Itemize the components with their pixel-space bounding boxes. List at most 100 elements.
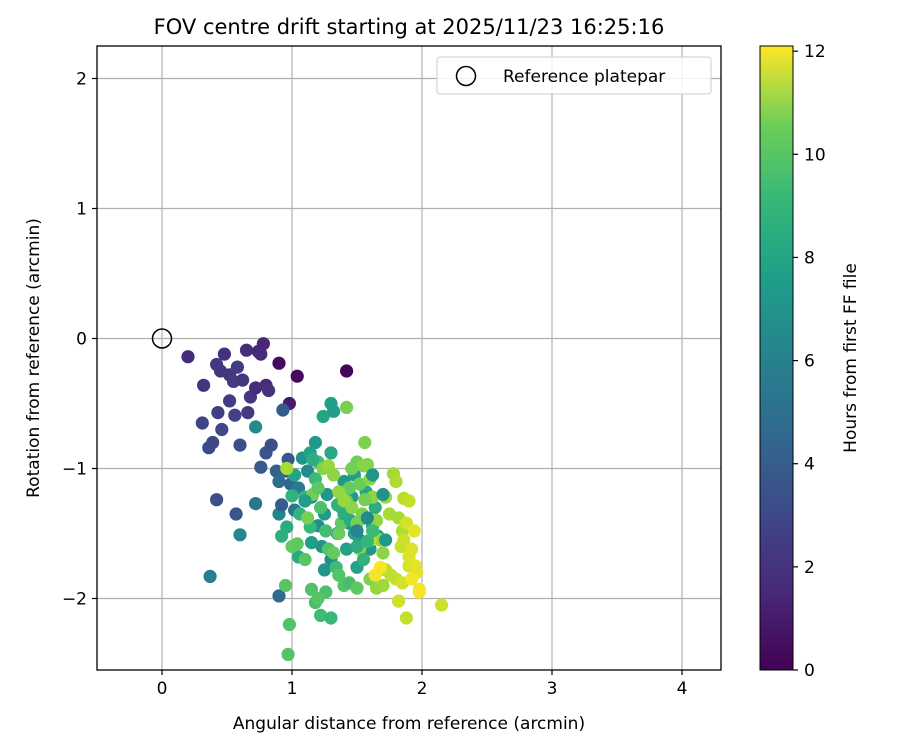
data-point-134 — [376, 578, 390, 593]
legend-box — [436, 56, 712, 95]
y-tick-label: 0 — [76, 330, 87, 350]
data-point-77 — [317, 563, 332, 577]
data-point-59 — [327, 404, 341, 418]
data-point-88 — [314, 500, 328, 515]
data-point-102 — [278, 578, 293, 593]
data-point-150 — [402, 550, 416, 564]
data-point-108 — [327, 546, 341, 560]
data-point-149 — [434, 598, 449, 612]
data-point-112 — [342, 481, 356, 495]
data-point-16 — [262, 383, 276, 398]
data-point-4 — [217, 347, 231, 361]
data-point-7 — [230, 360, 244, 374]
x-tick-label: 0 — [157, 679, 168, 699]
data-point-155 — [402, 494, 416, 508]
data-point-17 — [272, 356, 286, 370]
data-point-20 — [340, 364, 354, 378]
data-point-179 — [358, 493, 372, 507]
x-tick-label: 4 — [677, 679, 688, 699]
data-point-171 — [311, 481, 325, 495]
y-tick-label: 1 — [76, 200, 87, 220]
data-point-33 — [264, 438, 278, 452]
data-point-29 — [241, 406, 255, 420]
colorbar-tick-label: 8 — [804, 248, 815, 268]
legend-marker — [455, 65, 477, 87]
colorbar-tick-label: 12 — [804, 42, 826, 62]
data-point-30 — [249, 420, 263, 434]
data-point-42 — [203, 569, 217, 584]
data-point-45 — [275, 498, 289, 512]
data-point-0 — [181, 350, 195, 364]
data-point-106 — [304, 582, 319, 597]
data-point-1 — [197, 378, 211, 392]
data-point-139 — [397, 533, 411, 547]
data-point-165 — [350, 539, 364, 554]
data-point-23 — [206, 435, 220, 450]
colorbar: 0 2 4 6 8 10 12 Hours from first FF file — [759, 42, 861, 681]
data-point-127 — [389, 474, 403, 489]
data-point-185 — [350, 524, 364, 538]
data-point-97 — [324, 611, 338, 625]
data-point-104 — [290, 537, 304, 551]
data-point-131 — [356, 459, 371, 473]
data-point-34 — [269, 464, 283, 478]
y-axis-label: Rotation from reference (arcmin) — [24, 218, 44, 498]
data-point-166 — [356, 552, 371, 567]
data-point-147 — [392, 594, 406, 608]
data-point-40 — [249, 497, 263, 511]
data-point-60 — [316, 409, 330, 424]
data-point-14 — [256, 337, 270, 351]
data-point-80 — [285, 489, 299, 503]
data-point-89 — [319, 524, 333, 538]
data-point-35 — [272, 474, 286, 489]
colorbar-gradient — [759, 45, 794, 671]
x-tick-label: 2 — [417, 679, 428, 699]
colorbar-tick-label: 10 — [804, 145, 826, 165]
colorbar-tick-label: 4 — [804, 455, 815, 475]
colorbar-ticks: 0 2 4 6 8 10 12 — [793, 42, 826, 681]
x-axis-label: Angular distance from reference (arcmin) — [233, 714, 585, 734]
data-point-187 — [366, 468, 380, 482]
data-point-167 — [360, 534, 374, 548]
data-point-27 — [228, 408, 242, 422]
y-tick-label: −1 — [62, 460, 87, 480]
data-point-109 — [332, 526, 346, 541]
data-point-28 — [233, 438, 247, 452]
y-axis-ticks: 2 1 0 −1 −2 — [62, 70, 97, 610]
y-tick-label: −2 — [62, 590, 87, 610]
data-point-78 — [304, 536, 319, 550]
data-point-24 — [211, 406, 225, 420]
data-point-181 — [306, 452, 320, 466]
data-point-174 — [327, 468, 341, 482]
data-point-57 — [320, 487, 334, 502]
data-point-39 — [229, 507, 243, 521]
data-point-36 — [276, 403, 290, 417]
data-point-11 — [249, 381, 263, 395]
data-point-143 — [407, 524, 421, 538]
colorbar-tick-label: 2 — [804, 558, 815, 578]
data-point-160 — [324, 446, 338, 460]
data-point-8 — [236, 373, 250, 387]
data-point-100 — [282, 617, 296, 632]
data-point-130 — [340, 400, 354, 414]
legend-label: Reference platepar — [503, 67, 665, 87]
x-tick-label: 1 — [287, 679, 298, 699]
data-point-105 — [298, 552, 312, 567]
legend: Reference platepar — [436, 56, 712, 95]
data-point-92 — [332, 568, 346, 582]
data-point-21 — [195, 416, 209, 430]
data-point-189 — [379, 533, 393, 547]
data-point-101 — [281, 647, 295, 662]
data-point-53 — [308, 435, 322, 450]
x-axis-ticks: 0 1 2 3 4 — [157, 670, 688, 699]
data-point-148 — [399, 611, 413, 625]
data-point-25 — [215, 422, 229, 437]
data-point-19 — [290, 369, 304, 383]
data-point-13 — [254, 347, 268, 361]
chart-title: FOV centre drift starting at 2025/11/23 … — [154, 15, 665, 39]
y-tick-label: 2 — [76, 70, 87, 90]
data-point-188 — [376, 487, 390, 502]
colorbar-tick-label: 6 — [804, 352, 815, 372]
data-point-38 — [210, 493, 224, 507]
